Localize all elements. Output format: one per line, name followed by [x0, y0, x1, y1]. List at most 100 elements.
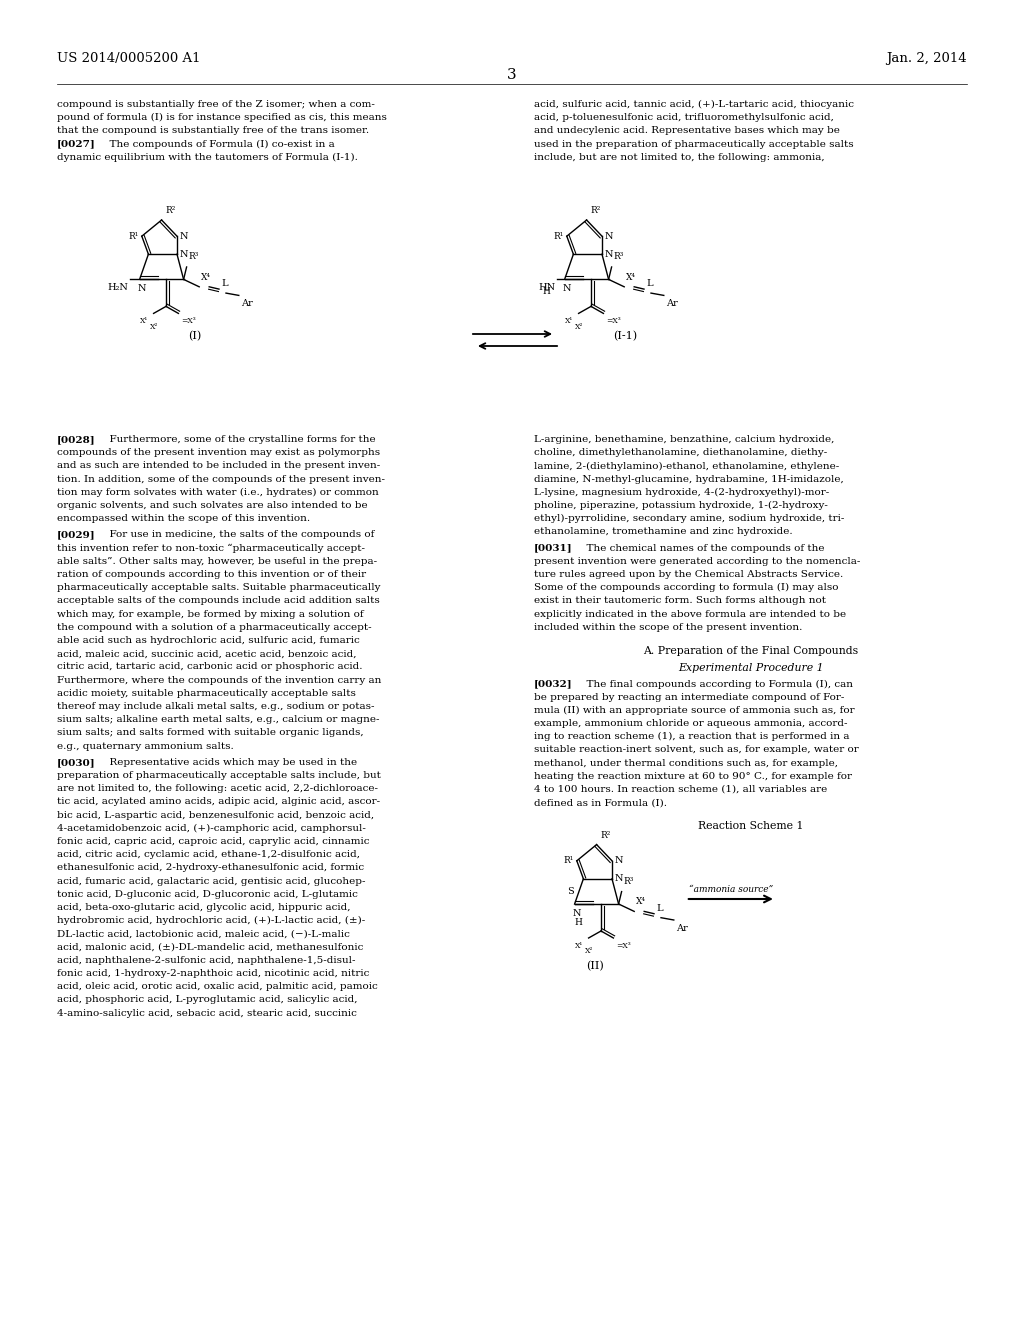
Text: L: L [646, 279, 652, 288]
Text: heating the reaction mixture at 60 to 90° C., for example for: heating the reaction mixture at 60 to 90… [534, 772, 852, 781]
Text: R¹: R¹ [563, 857, 573, 866]
Text: X¹: X¹ [575, 942, 584, 950]
Text: lamine, 2-(diethylamino)-ethanol, ethanolamine, ethylene-: lamine, 2-(diethylamino)-ethanol, ethano… [534, 462, 840, 470]
Text: bic acid, L-aspartic acid, benzenesulfonic acid, benzoic acid,: bic acid, L-aspartic acid, benzenesulfon… [57, 810, 374, 820]
Text: N: N [180, 249, 188, 259]
Text: sium salts; alkaline earth metal salts, e.g., calcium or magne-: sium salts; alkaline earth metal salts, … [57, 715, 380, 725]
Text: include, but are not limited to, the following: ammonia,: include, but are not limited to, the fol… [534, 153, 824, 162]
Text: ethanesulfonic acid, 2-hydroxy-ethanesulfonic acid, formic: ethanesulfonic acid, 2-hydroxy-ethanesul… [57, 863, 365, 873]
Text: [0031]: [0031] [534, 544, 572, 553]
Text: US 2014/0005200 A1: US 2014/0005200 A1 [57, 51, 201, 65]
Text: Ar: Ar [241, 300, 253, 309]
Text: The final compounds according to Formula (I), can: The final compounds according to Formula… [580, 680, 853, 689]
Text: R¹: R¹ [129, 232, 139, 240]
Text: citric acid, tartaric acid, carbonic acid or phosphoric acid.: citric acid, tartaric acid, carbonic aci… [57, 663, 362, 672]
Text: R³: R³ [624, 876, 634, 886]
Text: be prepared by reacting an intermediate compound of For-: be prepared by reacting an intermediate … [534, 693, 845, 702]
Text: X⁴: X⁴ [201, 273, 211, 281]
Text: N: N [180, 232, 188, 240]
Text: [0030]: [0030] [57, 758, 95, 767]
Text: N: N [137, 284, 146, 293]
Text: ration of compounds according to this invention or of their: ration of compounds according to this in… [57, 570, 367, 579]
Text: able acid such as hydrochloric acid, sulfuric acid, fumaric: able acid such as hydrochloric acid, sul… [57, 636, 359, 645]
Text: [0029]: [0029] [57, 531, 95, 540]
Text: The compounds of Formula (I) co-exist in a: The compounds of Formula (I) co-exist in… [103, 140, 335, 149]
Text: R³: R³ [188, 252, 199, 261]
Text: acidic moiety, suitable pharmaceutically acceptable salts: acidic moiety, suitable pharmaceutically… [57, 689, 356, 698]
Text: pharmaceutically acceptable salts. Suitable pharmaceutically: pharmaceutically acceptable salts. Suita… [57, 583, 381, 593]
Text: Representative acids which may be used in the: Representative acids which may be used i… [103, 758, 357, 767]
Text: =X³: =X³ [616, 942, 631, 950]
Text: Some of the compounds according to formula (I) may also: Some of the compounds according to formu… [534, 583, 839, 593]
Text: tion. In addition, some of the compounds of the present inven-: tion. In addition, some of the compounds… [57, 475, 385, 483]
Text: R²: R² [166, 206, 176, 215]
Text: H: H [574, 917, 583, 927]
Text: 3: 3 [507, 69, 517, 82]
Text: and undecylenic acid. Representative bases which may be: and undecylenic acid. Representative bas… [534, 127, 840, 136]
Text: are not limited to, the following: acetic acid, 2,2-dichloroace-: are not limited to, the following: aceti… [57, 784, 378, 793]
Text: fonic acid, 1-hydroxy-2-naphthoic acid, nicotinic acid, nitric: fonic acid, 1-hydroxy-2-naphthoic acid, … [57, 969, 370, 978]
Text: L-lysine, magnesium hydroxide, 4-(2-hydroxyethyl)-mor-: L-lysine, magnesium hydroxide, 4-(2-hydr… [534, 488, 829, 496]
Text: Furthermore, where the compounds of the invention carry an: Furthermore, where the compounds of the … [57, 676, 381, 685]
Text: Furthermore, some of the crystalline forms for the: Furthermore, some of the crystalline for… [103, 436, 376, 444]
Text: S: S [566, 887, 573, 896]
Text: acid, beta-oxo-glutaric acid, glycolic acid, hippuric acid,: acid, beta-oxo-glutaric acid, glycolic a… [57, 903, 350, 912]
Text: acid, naphthalene-2-sulfonic acid, naphthalene-1,5-disul-: acid, naphthalene-2-sulfonic acid, napht… [57, 956, 355, 965]
Text: 4-acetamidobenzoic acid, (+)-camphoric acid, camphorsul-: 4-acetamidobenzoic acid, (+)-camphoric a… [57, 824, 366, 833]
Text: compound is substantially free of the Z isomer; when a com-: compound is substantially free of the Z … [57, 100, 375, 110]
Text: this invention refer to non-toxic “pharmaceutically accept-: this invention refer to non-toxic “pharm… [57, 544, 365, 553]
Text: organic solvents, and such solvates are also intended to be: organic solvents, and such solvates are … [57, 502, 368, 510]
Text: 4 to 100 hours. In reaction scheme (1), all variables are: 4 to 100 hours. In reaction scheme (1), … [534, 785, 827, 795]
Text: For use in medicine, the salts of the compounds of: For use in medicine, the salts of the co… [103, 531, 375, 540]
Text: HN: HN [539, 284, 556, 293]
Text: (I-1): (I-1) [613, 331, 637, 342]
Text: compounds of the present invention may exist as polymorphs: compounds of the present invention may e… [57, 449, 380, 457]
Text: N: N [615, 874, 624, 883]
Text: Experimental Procedure 1: Experimental Procedure 1 [678, 663, 823, 673]
Text: diamine, N-methyl-glucamine, hydrabamine, 1H-imidazole,: diamine, N-methyl-glucamine, hydrabamine… [534, 475, 844, 483]
Text: H₂N: H₂N [108, 284, 128, 293]
Text: =X³: =X³ [606, 317, 622, 326]
Text: acid, phosphoric acid, L-pyroglutamic acid, salicylic acid,: acid, phosphoric acid, L-pyroglutamic ac… [57, 995, 357, 1005]
Text: mula (II) with an appropriate source of ammonia such as, for: mula (II) with an appropriate source of … [534, 706, 855, 715]
Text: X²: X² [585, 948, 593, 956]
Text: acid, p-toluenesulfonic acid, trifluoromethylsulfonic acid,: acid, p-toluenesulfonic acid, trifluorom… [534, 114, 834, 123]
Text: 4-amino-salicylic acid, sebacic acid, stearic acid, succinic: 4-amino-salicylic acid, sebacic acid, st… [57, 1008, 357, 1018]
Text: =X³: =X³ [181, 317, 197, 326]
Text: [0028]: [0028] [57, 436, 95, 444]
Text: R²: R² [601, 830, 611, 840]
Text: L-arginine, benethamine, benzathine, calcium hydroxide,: L-arginine, benethamine, benzathine, cal… [534, 436, 835, 444]
Text: L: L [221, 279, 227, 288]
Text: explicitly indicated in the above formula are intended to be: explicitly indicated in the above formul… [534, 610, 846, 619]
Text: present invention were generated according to the nomencla-: present invention were generated accordi… [534, 557, 860, 566]
Text: suitable reaction-inert solvent, such as, for example, water or: suitable reaction-inert solvent, such as… [534, 746, 859, 755]
Text: ethanolamine, tromethamine and zinc hydroxide.: ethanolamine, tromethamine and zinc hydr… [534, 528, 793, 536]
Text: The chemical names of the compounds of the: The chemical names of the compounds of t… [580, 544, 824, 553]
Text: X¹: X¹ [140, 317, 148, 326]
Text: acid, fumaric acid, galactaric acid, gentisic acid, glucohep-: acid, fumaric acid, galactaric acid, gen… [57, 876, 366, 886]
Text: acid, maleic acid, succinic acid, acetic acid, benzoic acid,: acid, maleic acid, succinic acid, acetic… [57, 649, 356, 659]
Text: R²: R² [591, 206, 601, 215]
Text: A. Preparation of the Final Compounds: A. Preparation of the Final Compounds [643, 645, 858, 656]
Text: X²: X² [574, 322, 583, 330]
Text: tonic acid, D-gluconic acid, D-glucoronic acid, L-glutamic: tonic acid, D-gluconic acid, D-glucoroni… [57, 890, 357, 899]
Text: N: N [572, 909, 581, 917]
Text: preparation of pharmaceutically acceptable salts include, but: preparation of pharmaceutically acceptab… [57, 771, 381, 780]
Text: X²: X² [150, 322, 158, 330]
Text: R³: R³ [613, 252, 624, 261]
Text: acid, malonic acid, (±)-DL-mandelic acid, methanesulfonic: acid, malonic acid, (±)-DL-mandelic acid… [57, 942, 364, 952]
Text: [0027]: [0027] [57, 140, 96, 149]
Text: e.g., quaternary ammonium salts.: e.g., quaternary ammonium salts. [57, 742, 233, 751]
Text: R¹: R¹ [554, 232, 564, 240]
Text: example, ammonium chloride or aqueous ammonia, accord-: example, ammonium chloride or aqueous am… [534, 719, 848, 729]
Text: ture rules agreed upon by the Chemical Abstracts Service.: ture rules agreed upon by the Chemical A… [534, 570, 843, 579]
Text: X¹: X¹ [565, 317, 573, 326]
Text: tic acid, acylated amino acids, adipic acid, alginic acid, ascor-: tic acid, acylated amino acids, adipic a… [57, 797, 380, 807]
Text: exist in their tautomeric form. Such forms although not: exist in their tautomeric form. Such for… [534, 597, 826, 606]
Text: Ar: Ar [666, 300, 678, 309]
Text: ethyl)-pyrrolidine, secondary amine, sodium hydroxide, tri-: ethyl)-pyrrolidine, secondary amine, sod… [534, 515, 845, 523]
Text: acceptable salts of the compounds include acid addition salts: acceptable salts of the compounds includ… [57, 597, 380, 606]
Text: Ar: Ar [676, 924, 687, 933]
Text: Reaction Scheme 1: Reaction Scheme 1 [698, 821, 804, 832]
Text: N: N [562, 284, 571, 293]
